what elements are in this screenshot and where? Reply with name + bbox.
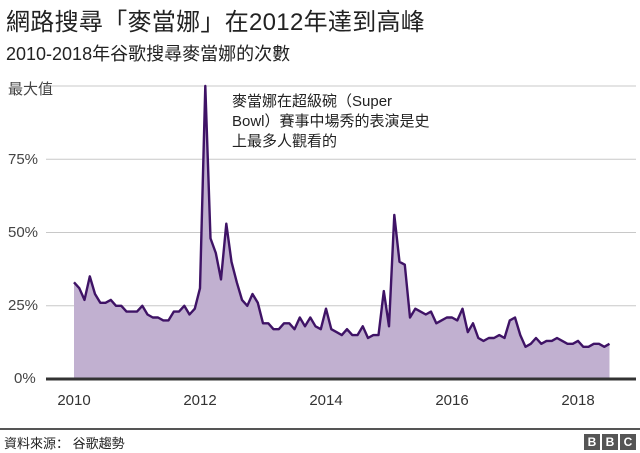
source-note: 資料來源： 谷歌趨勢 xyxy=(4,436,125,451)
bbc-logo-letter: B xyxy=(584,434,600,450)
bbc-logo-letter: B xyxy=(602,434,618,450)
x-tick-2014: 2014 xyxy=(309,392,343,409)
chart-title: 網路搜尋「麥當娜」在2012年達到高峰 xyxy=(6,9,426,36)
chart-subtitle: 2010-2018年谷歌搜尋麥當娜的次數 xyxy=(6,44,291,64)
y-tick-max: 最大值 xyxy=(8,81,54,98)
x-tick-2016: 2016 xyxy=(435,392,469,409)
area-fill xyxy=(74,86,610,379)
y-tick-50: 50% xyxy=(8,224,39,241)
footer-divider xyxy=(0,428,640,430)
bbc-logo-letter: C xyxy=(620,434,636,450)
gridlines xyxy=(46,85,636,307)
data-line xyxy=(73,84,611,348)
y-tick-75: 75% xyxy=(8,151,39,168)
x-tick-2010: 2010 xyxy=(57,392,91,409)
y-tick-25: 25% xyxy=(8,297,39,314)
bbc-logo: B B C xyxy=(584,434,636,450)
y-tick-0: 0% xyxy=(14,370,36,387)
x-tick-2012: 2012 xyxy=(183,392,217,409)
super-bowl-annotation: 麥當娜在超級碗（Super Bowl）賽事中場秀的表演是史上最多人觀看的 xyxy=(232,93,430,150)
x-tick-2018: 2018 xyxy=(561,392,595,409)
